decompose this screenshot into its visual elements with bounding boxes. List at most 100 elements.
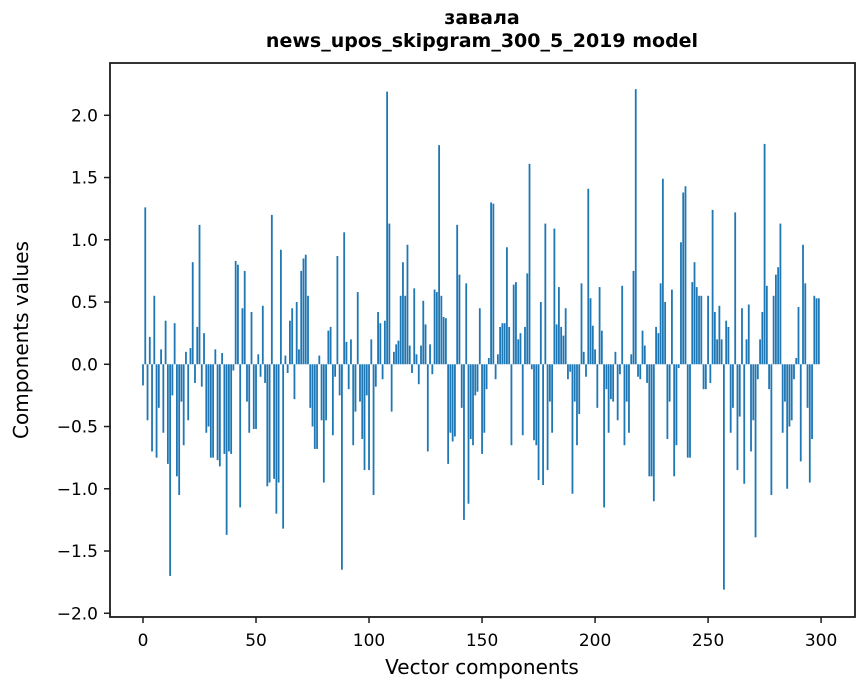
bar [747, 304, 750, 365]
bar [519, 333, 522, 365]
bar [417, 364, 420, 385]
bar [388, 223, 391, 365]
bar [736, 364, 739, 471]
y-tick-label: 0.5 [71, 293, 98, 313]
bar [759, 339, 761, 365]
bar [718, 305, 721, 365]
bar [677, 364, 680, 369]
bar [155, 364, 158, 458]
bar [329, 326, 332, 365]
x-tick-label: 50 [245, 631, 267, 651]
bar [289, 320, 291, 365]
bar [558, 287, 560, 365]
bar [686, 364, 689, 458]
bar [535, 364, 538, 446]
bar [576, 364, 578, 446]
x-tick-label: 100 [353, 631, 385, 651]
bar [422, 300, 425, 365]
bar [307, 295, 309, 365]
bar [765, 285, 768, 365]
bar [481, 364, 483, 454]
bar [589, 298, 592, 365]
bar [313, 364, 316, 449]
x-tick-label: 150 [466, 631, 498, 651]
bar [691, 282, 694, 365]
bar [259, 364, 262, 377]
bar [790, 364, 793, 421]
bar [237, 264, 239, 365]
bar [205, 364, 208, 433]
bar [763, 143, 766, 365]
bar [806, 364, 809, 408]
bar [781, 364, 784, 433]
bar [506, 247, 508, 365]
bar [713, 311, 716, 365]
bar [162, 364, 165, 433]
bar [808, 364, 811, 483]
bar [196, 326, 199, 365]
bar [176, 364, 178, 477]
bar [411, 364, 413, 373]
bar [429, 344, 431, 365]
bar [603, 364, 605, 508]
bar [246, 364, 248, 402]
bar [641, 330, 644, 365]
bar [750, 364, 752, 452]
bar [166, 364, 169, 464]
bar [451, 364, 454, 442]
bar [142, 364, 144, 386]
bar [399, 295, 402, 365]
bar [232, 364, 235, 371]
bar [248, 364, 251, 433]
bar [655, 326, 657, 365]
bar [594, 349, 596, 365]
bar [530, 364, 533, 370]
x-tick-label: 200 [579, 631, 611, 651]
bar [327, 330, 330, 365]
bar [469, 364, 472, 439]
bar [501, 323, 504, 365]
bar [795, 358, 798, 365]
bar [223, 364, 226, 454]
bar [460, 364, 463, 408]
bar [639, 364, 642, 380]
bar [659, 283, 662, 365]
bar [444, 318, 447, 365]
bar [598, 287, 601, 365]
bar [582, 351, 585, 365]
bar [510, 364, 513, 446]
bar [343, 232, 346, 365]
bar [483, 364, 486, 433]
bar [243, 270, 246, 365]
bar [560, 326, 563, 365]
chart-title-model: news_upos_skipgram_300_5_2019 model [265, 30, 699, 52]
plot-border [109, 62, 856, 618]
bar [585, 364, 587, 377]
bar [368, 364, 370, 471]
bar [295, 302, 298, 365]
bar [754, 364, 757, 538]
bar [637, 364, 639, 377]
y-tick-label: 0.0 [71, 355, 98, 375]
bar [508, 326, 511, 365]
bar [680, 242, 682, 365]
bar [802, 244, 804, 365]
bar [609, 364, 612, 400]
bar [580, 283, 583, 365]
bar [415, 354, 418, 365]
bar [661, 178, 664, 365]
bar [359, 364, 361, 402]
bar [607, 364, 610, 433]
bar [634, 89, 637, 365]
chart-title-word: завала [444, 7, 520, 29]
bar [435, 292, 438, 365]
bar [817, 298, 820, 365]
bar [347, 364, 350, 390]
bar [424, 324, 427, 365]
bar [632, 270, 635, 365]
bar [318, 355, 321, 365]
bar [668, 364, 671, 402]
bar [648, 364, 651, 477]
bar [761, 311, 764, 365]
y-tick-label: −2.0 [57, 604, 98, 624]
